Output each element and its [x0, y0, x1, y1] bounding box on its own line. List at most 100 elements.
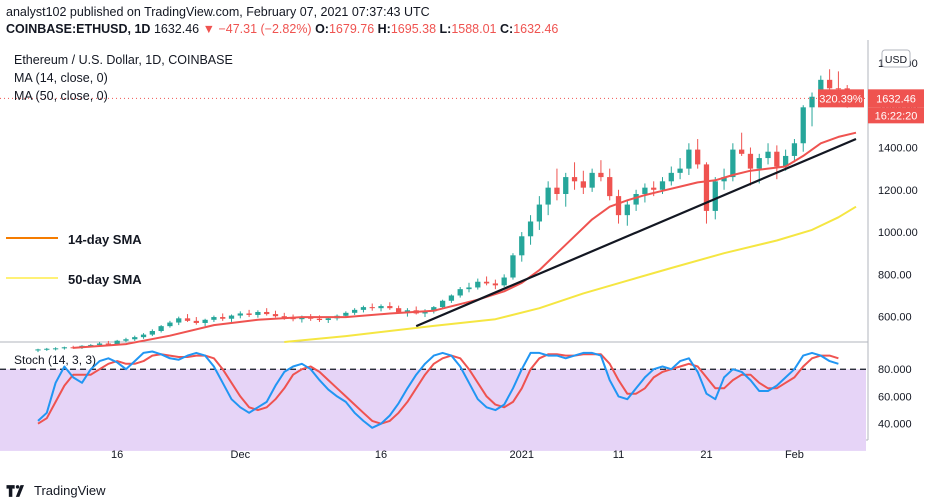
- stoch-k-line: [37, 350, 839, 429]
- candle-body: [316, 318, 323, 321]
- price-chart[interactable]: 600.00800.001000.001200.001400.001600.00…: [0, 40, 934, 470]
- trend-line: [415, 137, 857, 328]
- candle-body: [756, 158, 762, 169]
- pct-badge: [818, 89, 864, 108]
- time-tick-label: Feb: [785, 449, 804, 461]
- candle-body: [774, 151, 780, 167]
- candle-body: [580, 181, 586, 188]
- candle-body: [281, 316, 287, 318]
- ma14-line: [73, 131, 857, 349]
- candle-body: [809, 96, 815, 108]
- candle-body: [668, 172, 674, 182]
- candle-body: [299, 317, 305, 320]
- candle-body: [184, 318, 191, 321]
- candle-body: [325, 318, 331, 321]
- candle-body: [818, 79, 824, 97]
- symbol-label: COINBASE:ETHUSD, 1D: [6, 22, 151, 36]
- legend-title: Ethereum / U.S. Dollar, 1D, COINBASE: [14, 53, 233, 67]
- footer-brand[interactable]: TradingView: [6, 483, 106, 498]
- candle-body: [264, 311, 270, 315]
- candle-body: [536, 204, 542, 222]
- candle-body: [228, 315, 235, 319]
- open-value: 1679.76: [328, 22, 375, 36]
- candle-body: [466, 287, 472, 290]
- candle-body: [395, 308, 402, 313]
- candle-body: [527, 221, 534, 237]
- price-tick-label: 1200.00: [878, 185, 918, 197]
- candle-body: [615, 196, 622, 216]
- candle-body: [387, 306, 393, 309]
- candle-body: [607, 177, 613, 197]
- candle-body: [237, 313, 243, 316]
- candle-body: [149, 331, 155, 335]
- close-value: 1632.46: [513, 22, 559, 36]
- pct-badge-text: 320.39%: [819, 93, 863, 105]
- legend-ma14: MA (14, close, 0): [14, 71, 108, 85]
- candle-body: [114, 340, 120, 345]
- candle-body: [483, 281, 490, 284]
- high-value: 1695.38: [390, 22, 437, 36]
- candle-body: [510, 255, 516, 278]
- candle-body: [730, 149, 736, 178]
- candle-body: [571, 177, 578, 182]
- candle-body: [132, 337, 138, 340]
- candle-body: [88, 344, 94, 346]
- candle-body: [378, 306, 384, 309]
- candle-body: [765, 151, 771, 159]
- candle-body: [105, 343, 112, 345]
- candle-body: [272, 314, 279, 317]
- time-tick-label: Dec: [231, 449, 251, 461]
- candle-body: [220, 317, 226, 319]
- candle-body: [140, 334, 147, 338]
- currency-badge-text: USD: [885, 54, 908, 66]
- price-badge: [868, 89, 924, 108]
- last-price: 1632.46: [153, 22, 200, 36]
- candle-body: [448, 295, 455, 301]
- time-tick-label: 2021: [510, 449, 534, 461]
- candle-body: [563, 177, 569, 194]
- currency-badge[interactable]: USD: [881, 49, 911, 68]
- candle-body: [44, 348, 50, 350]
- close-label: C:: [500, 22, 514, 36]
- candle-body: [642, 187, 648, 194]
- candle-body: [246, 313, 252, 315]
- open-label: O:: [315, 22, 329, 36]
- candle-body: [782, 155, 789, 167]
- candle-body: [501, 277, 507, 286]
- stoch-tick-label: 80.000: [878, 364, 912, 376]
- candle-body: [176, 318, 182, 323]
- candle-body: [686, 149, 692, 169]
- legend-sma50-label: 50-day SMA: [68, 272, 142, 287]
- candle-body: [791, 143, 798, 156]
- candle-body: [369, 307, 375, 309]
- candle-body: [659, 181, 666, 190]
- candle-body: [61, 347, 68, 349]
- time-tick-label: 11: [613, 449, 624, 461]
- candle-body: [800, 107, 806, 144]
- candle-body: [123, 339, 129, 341]
- candle-body: [554, 187, 560, 194]
- candle-body: [35, 349, 41, 351]
- price-change: ▼ −47.31 (−2.82%): [202, 22, 312, 36]
- candle-body: [475, 281, 481, 288]
- candle-body: [677, 168, 683, 173]
- candle-body: [360, 307, 367, 310]
- stoch-tick-label: 60.000: [878, 391, 912, 403]
- candle-body: [651, 187, 657, 190]
- stoch-d-line: [37, 353, 839, 425]
- candle-body: [211, 317, 217, 320]
- legend-ma50: MA (50, close, 0): [14, 89, 108, 103]
- candle-body: [598, 172, 604, 178]
- candle-body: [167, 322, 173, 327]
- candle-body: [202, 319, 208, 323]
- candle-body: [52, 348, 59, 350]
- low-label: L:: [439, 22, 452, 36]
- candle-body: [404, 310, 411, 313]
- candle-body: [703, 164, 710, 211]
- footer-brand-name: TradingView: [34, 483, 106, 498]
- candle-body: [589, 172, 595, 188]
- time-badge: [868, 107, 924, 124]
- price-tick-label: 1000.00: [878, 227, 918, 239]
- candle-body: [439, 300, 446, 308]
- tradingview-logo-icon: [6, 484, 24, 497]
